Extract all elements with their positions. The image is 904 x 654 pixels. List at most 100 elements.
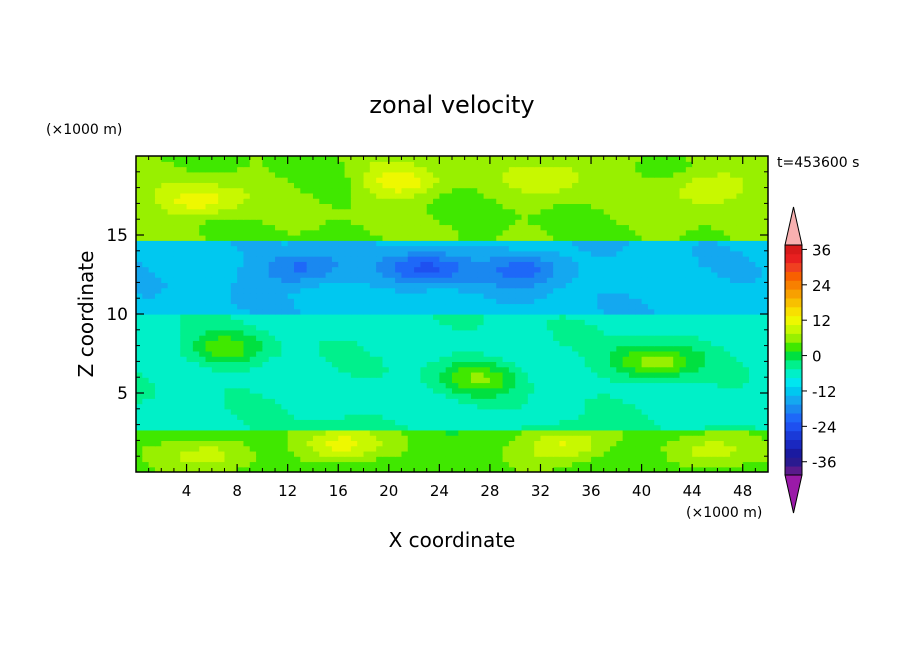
field-cell — [243, 350, 251, 357]
field-cell — [723, 361, 731, 368]
field-cell — [628, 308, 636, 315]
field-cell — [382, 350, 390, 357]
field-cell — [647, 450, 655, 457]
field-cell — [230, 393, 238, 399]
field-cell — [616, 419, 624, 426]
field-cell — [312, 456, 320, 463]
field-cell — [338, 224, 346, 231]
field-cell — [496, 335, 504, 341]
field-cell — [199, 314, 207, 320]
field-cell — [338, 298, 346, 305]
field-cell — [350, 314, 358, 320]
field-cell — [287, 445, 295, 452]
field-cell — [287, 450, 295, 457]
field-cell — [742, 456, 750, 463]
field-cell — [458, 403, 466, 410]
field-cell — [534, 350, 542, 357]
field-cell — [180, 282, 188, 289]
field-cell — [268, 393, 276, 399]
field-cell — [161, 229, 169, 236]
field-cell — [154, 361, 162, 368]
field-cell — [496, 235, 504, 241]
field-cell — [660, 266, 668, 273]
field-cell — [363, 393, 371, 399]
field-cell — [578, 340, 586, 347]
field-cell — [527, 266, 535, 273]
field-cell — [698, 450, 706, 457]
field-cell — [407, 271, 415, 278]
field-cell — [211, 377, 219, 384]
field-cell — [237, 408, 245, 415]
field-cell — [603, 356, 611, 362]
field-cell — [376, 366, 384, 373]
field-cell — [230, 356, 238, 362]
field-cell — [211, 366, 219, 373]
field-cell — [363, 303, 371, 310]
field-cell — [300, 361, 308, 368]
field-cell — [508, 435, 516, 441]
field-cell — [489, 340, 497, 347]
field-cell — [483, 287, 491, 294]
field-cell — [186, 408, 194, 415]
field-cell — [420, 393, 428, 399]
field-cell — [464, 292, 472, 299]
field-cell — [420, 408, 428, 415]
field-cell — [540, 335, 548, 341]
field-cell — [338, 393, 346, 399]
field-cell — [515, 229, 523, 236]
field-cell — [553, 329, 561, 336]
field-cell — [331, 393, 339, 399]
field-cell — [357, 213, 365, 220]
field-cell — [218, 461, 226, 468]
field-cell — [325, 361, 333, 368]
field-cell — [407, 440, 415, 447]
field-cell — [287, 335, 295, 341]
field-cell — [439, 229, 447, 236]
field-cell — [647, 456, 655, 463]
field-cell — [199, 303, 207, 310]
field-cell — [591, 366, 598, 373]
field-cell — [300, 429, 308, 436]
field-cell — [186, 456, 194, 463]
field-cell — [711, 340, 719, 347]
field-cell — [256, 414, 263, 420]
field-cell — [173, 429, 181, 436]
field-cell — [136, 245, 143, 252]
field-cell — [647, 403, 655, 410]
field-cell — [464, 424, 472, 431]
field-cell — [736, 419, 744, 426]
field-cell — [584, 256, 592, 262]
field-cell — [338, 229, 346, 236]
field-cell — [628, 287, 636, 294]
field-cell — [420, 377, 428, 384]
field-cell — [161, 303, 169, 310]
field-cell — [420, 287, 428, 294]
field-cell — [584, 361, 592, 368]
field-cell — [205, 235, 213, 241]
field-cell — [578, 377, 586, 384]
field-cell — [641, 435, 649, 441]
field-cell — [376, 345, 384, 352]
field-cell — [369, 456, 377, 463]
field-cell — [502, 350, 510, 357]
field-cell — [458, 371, 466, 378]
field-cell — [534, 287, 542, 294]
field-cell — [628, 414, 636, 420]
field-cell — [167, 271, 175, 278]
field-cell — [148, 382, 156, 389]
field-cell — [489, 213, 497, 220]
field-cell — [597, 408, 605, 415]
field-cell — [395, 408, 403, 415]
field-cell — [603, 408, 611, 415]
field-cell — [224, 377, 232, 384]
field-cell — [584, 261, 592, 268]
field-cell — [426, 461, 434, 468]
field-cell — [755, 419, 763, 426]
field-cell — [445, 240, 453, 247]
field-cell — [300, 240, 308, 247]
field-cell — [477, 308, 485, 315]
field-cell — [635, 414, 643, 420]
field-cell — [679, 377, 687, 384]
field-cell — [603, 208, 611, 215]
field-cell — [426, 435, 434, 441]
